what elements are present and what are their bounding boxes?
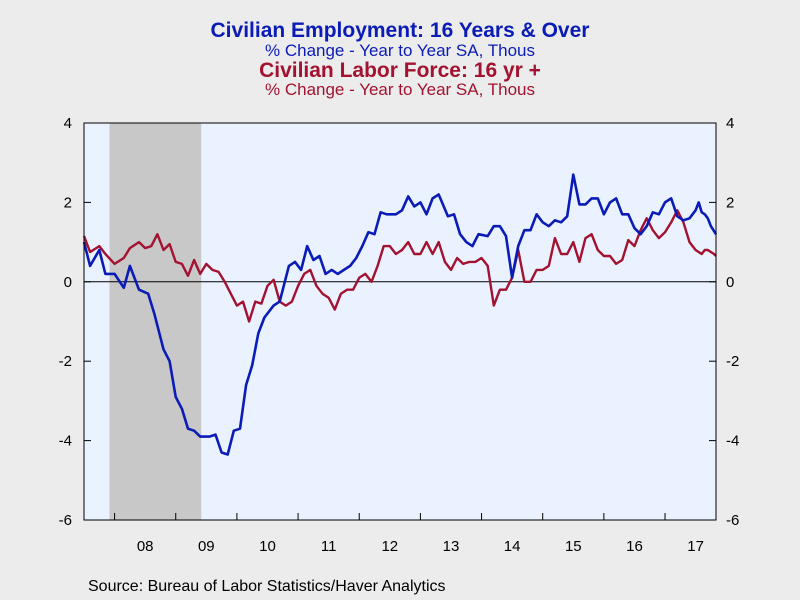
x-tick-label: 16 <box>626 538 643 555</box>
x-tick-label: 15 <box>565 538 582 555</box>
x-tick-label: 09 <box>198 538 215 555</box>
y-tick-label-right: 0 <box>726 274 734 291</box>
labor-force-subtitle: % Change - Year to Year SA, Thous <box>265 80 535 99</box>
plot-frame <box>83 122 717 521</box>
y-tick-label-left: -4 <box>59 433 72 450</box>
y-tick-label-right: -2 <box>726 353 739 370</box>
y-tick-label-right: 4 <box>726 115 734 132</box>
x-tick-label: 10 <box>259 538 276 555</box>
y-tick-label-left: 2 <box>64 194 72 211</box>
employment-subtitle: % Change - Year to Year SA, Thous <box>265 41 535 60</box>
employment-series-line <box>82 173 718 456</box>
y-tick-label-left: -6 <box>59 512 72 529</box>
x-tick-label: 08 <box>137 538 154 555</box>
source-note: Source: Bureau of Labor Statistics/Haver… <box>88 578 446 595</box>
y-tick-label-left: -2 <box>59 353 72 370</box>
labor-force-title: Civilian Labor Force: 16 yr + <box>259 59 541 82</box>
y-tick-label-right: -6 <box>726 512 739 529</box>
y-tick-label-left: 0 <box>64 274 72 291</box>
labor-force-series-line <box>82 209 717 323</box>
employment-title: Civilian Employment: 16 Years & Over <box>210 19 590 42</box>
y-tick-label-left: 4 <box>64 115 72 132</box>
x-tick-label: 14 <box>504 538 521 555</box>
x-tick-label: 13 <box>443 538 460 555</box>
y-tick-label-right: -4 <box>726 433 739 450</box>
chart-title-block: Civilian Employment: 16 Years & Over % C… <box>0 19 800 99</box>
x-tick-label: 17 <box>687 538 704 555</box>
axis-layer: 4 4 2 2 0 0 -2 -2 -4 -4 -6 -6 08 09 10 11 12 13 14 15 16 17 <box>59 115 740 555</box>
y-tick-label-right: 2 <box>726 194 734 211</box>
series-layer <box>82 173 718 456</box>
x-tick-label: 12 <box>381 538 398 555</box>
x-tick-label: 11 <box>321 538 337 555</box>
